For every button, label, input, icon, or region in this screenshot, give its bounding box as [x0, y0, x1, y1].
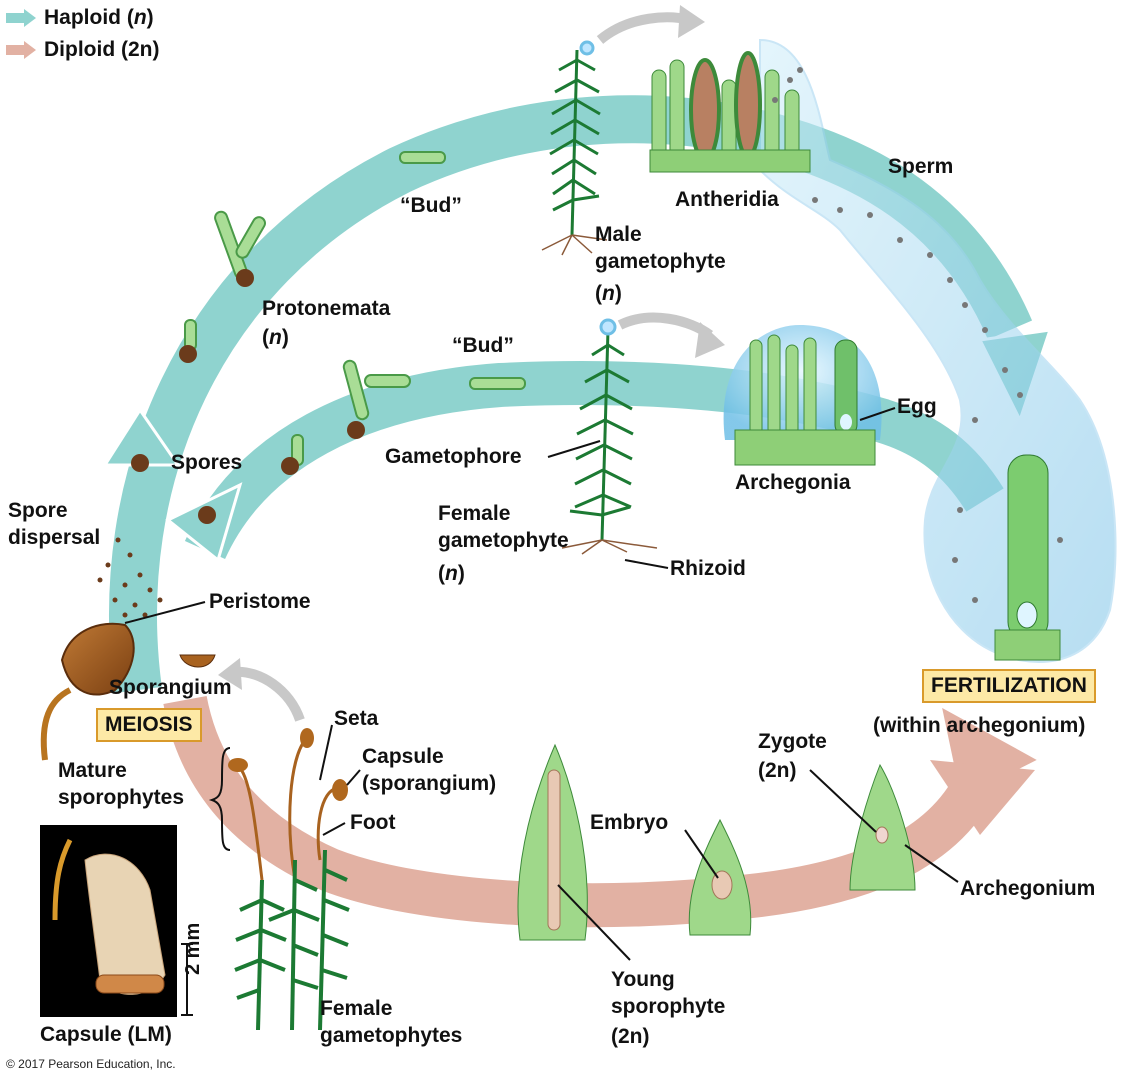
fertilization-archegonium-art: [994, 454, 1061, 661]
label-bud-mid: “Bud”: [452, 334, 514, 357]
mature-sporophytes-art: [228, 728, 348, 881]
label-young-sporophyte: Young sporophyte: [611, 968, 726, 1018]
fertilization-box: FERTILIZATION: [922, 669, 1096, 703]
legend-diploid: Diploid (2n): [6, 38, 160, 62]
sperm-dots: [772, 67, 1063, 603]
label-embryo: Embryo: [590, 811, 669, 834]
label-zygote-ploidy-wrap: (2n): [758, 759, 797, 782]
young-sporophyte-art: [517, 743, 588, 941]
legend-haploid: Haploid (n): [6, 6, 154, 30]
diploid-arrow-icon: [6, 41, 36, 59]
haploid-arrow-icon: [6, 9, 36, 27]
label-peristome: Peristome: [209, 590, 311, 613]
label-male-ploidy: n: [602, 282, 615, 305]
female-rhizoids: [561, 539, 658, 555]
male-gametophyte-art: [549, 40, 601, 236]
legend-diploid-label: Diploid: [44, 38, 116, 61]
leader-lines: [124, 407, 959, 961]
zygote-archegonium-art: [849, 763, 916, 891]
protonemata-art: [184, 151, 526, 466]
legend-diploid-ploidy: 2n: [127, 38, 153, 61]
label-sporangium: Sporangium: [109, 676, 232, 699]
label-seta: Seta: [334, 707, 379, 730]
label-archegonia: Archegonia: [735, 471, 851, 494]
label-antheridia: Antheridia: [675, 188, 779, 211]
female-gametophytes-art: [234, 849, 350, 1031]
label-egg: Egg: [897, 395, 937, 418]
meiosis-box: MEIOSIS: [96, 708, 202, 742]
label-female-ploidy: n: [445, 562, 458, 585]
label-young-ploidy: 2n: [618, 1025, 643, 1048]
label-male-gametophyte: Male gametophyte: [595, 223, 726, 273]
label-spores: Spores: [171, 451, 243, 474]
label-within-archegonium: (within archegonium): [873, 714, 1086, 737]
embryo-art: [688, 818, 752, 936]
capsule-micrograph: [40, 825, 193, 1017]
female-gametophyte-art: [569, 318, 634, 541]
label-protonemata: Protonemata: [262, 297, 391, 320]
label-female-ploidy-wrap: (n): [438, 562, 465, 585]
label-archegonium: Archegonium: [960, 877, 1096, 900]
male-rhizoids: [541, 234, 608, 256]
spores-art: [131, 269, 365, 524]
label-sperm: Sperm: [888, 155, 954, 178]
label-male-ploidy-wrap: (n): [595, 282, 622, 305]
archegonia-art: [723, 325, 882, 466]
antheridia-art: [649, 51, 811, 173]
label-zygote-ploidy: 2n: [765, 759, 790, 782]
transfer-arrowheads: [218, 5, 725, 690]
label-foot: Foot: [350, 811, 396, 834]
spore-dispersal-dots: [97, 537, 163, 618]
mature-capsule-art: [40, 622, 216, 761]
label-spore-dispersal: Spore dispersal: [8, 499, 101, 549]
label-scale: 2 mm: [182, 922, 204, 975]
label-female-gametophyte: Female gametophyte: [438, 502, 569, 552]
label-mature-sporophytes: Mature sporophytes: [58, 759, 185, 809]
label-zygote: Zygote: [758, 730, 827, 753]
label-rhizoid: Rhizoid: [670, 557, 746, 580]
label-female-gametophytes: Female gametophytes: [320, 997, 463, 1047]
label-capsule-sporangium: Capsule (sporangium): [362, 745, 497, 795]
label-young-ploidy-wrap: (2n): [611, 1025, 650, 1048]
label-gametophore: Gametophore: [385, 445, 522, 468]
label-protonemata-ploidy: n: [269, 326, 282, 349]
legend-haploid-label: Haploid: [44, 6, 121, 29]
copyright: © 2017 Pearson Education, Inc.: [6, 1057, 176, 1071]
label-capsule-lm: Capsule (LM): [40, 1023, 172, 1046]
legend-haploid-ploidy: n: [133, 6, 147, 29]
label-protonemata-ploidy-wrap: (n): [262, 326, 289, 349]
label-bud-top: “Bud”: [400, 194, 462, 217]
